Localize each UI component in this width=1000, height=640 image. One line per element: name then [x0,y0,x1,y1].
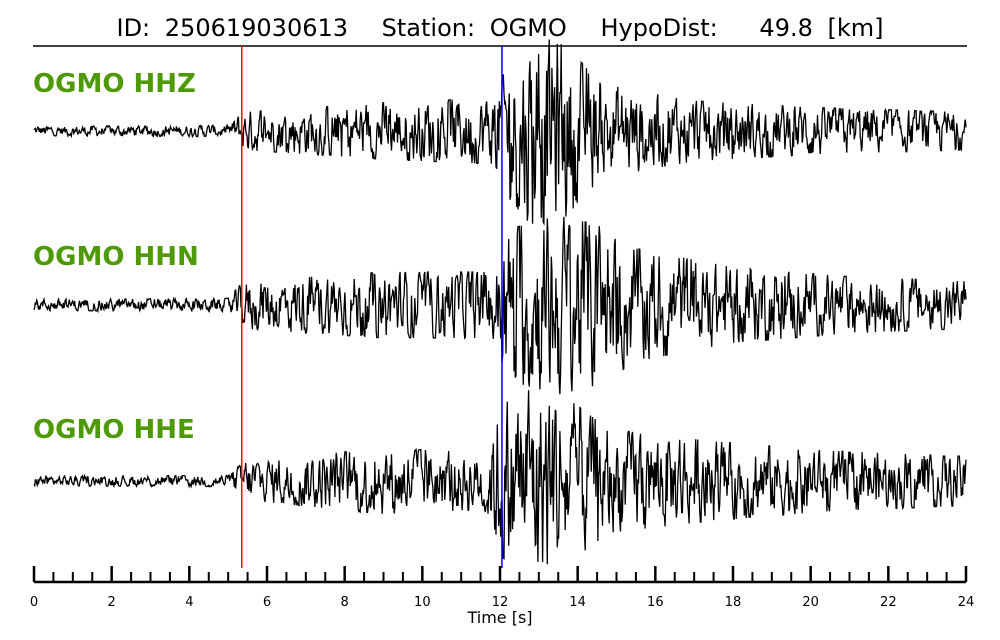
tick-label: 12 [492,595,509,610]
tick-label: 20 [802,595,819,610]
tick-label: 24 [958,595,975,610]
tick-label: 8 [341,595,349,610]
trace-ogmo-hhe [33,390,967,565]
time-axis: 0 2 4 6 8 10 12 14 16 18 20 22 24 [30,566,974,610]
trace-label-ogmo-hhz: OGMO HHZ [33,69,196,99]
trace-ogmo-hhn [33,216,967,395]
title-id-label: ID: [116,14,150,42]
trace-ogmo-hhz [33,39,967,226]
tick-label: 2 [108,595,116,610]
trace-label-ogmo-hhe: OGMO HHE [33,415,195,445]
title-station-value: OGMO [490,14,567,42]
title-id-value: 250619030613 [165,14,348,42]
chart-title: ID: 250619030613 Station: OGMO HypoDist:… [116,14,883,42]
title-hypodist-unit: [km] [828,14,884,42]
tick-label: 16 [647,595,664,610]
trace-labels: OGMO HHZ OGMO HHN OGMO HHE [33,69,199,445]
tick-label: 10 [414,595,431,610]
tick-label: 18 [725,595,742,610]
traces-group [33,39,967,565]
title-hypodist-value: 49.8 [759,14,812,42]
title-hypodist-label: HypoDist: [600,14,717,42]
tick-label: 4 [185,595,193,610]
title-station-label: Station: [382,14,475,42]
tick-label: 0 [30,595,38,610]
tick-label: 22 [880,595,897,610]
trace-label-ogmo-hhn: OGMO HHN [33,242,199,272]
tick-label: 6 [263,595,271,610]
x-axis-label: Time [s] [466,608,532,627]
tick-label: 14 [569,595,586,610]
phase-markers [241,46,503,568]
